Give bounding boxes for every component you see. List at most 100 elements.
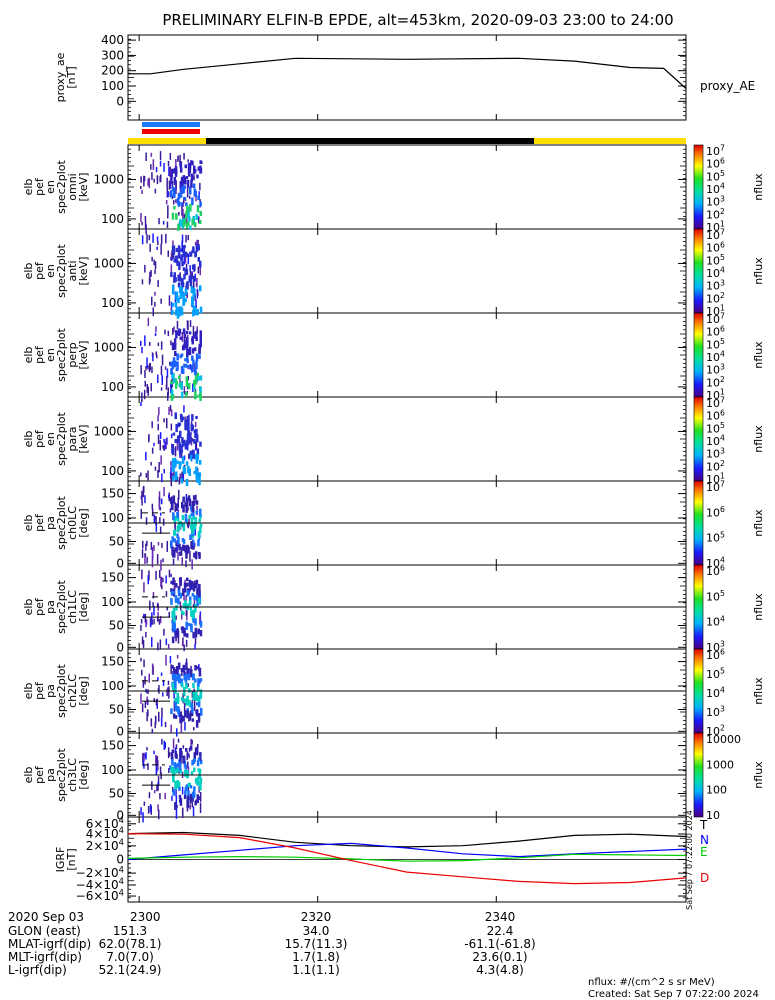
spectrogram-pixel xyxy=(188,600,192,607)
spectrogram-pixel xyxy=(194,529,196,536)
spectrogram-pixel xyxy=(194,627,198,632)
spectrogram-pixel xyxy=(199,375,203,381)
spectrogram-pixel xyxy=(175,330,178,339)
spectrogram-pixel xyxy=(160,298,162,304)
spectrogram-pixel xyxy=(176,512,179,519)
spectrogram-pixel xyxy=(193,700,196,711)
spectrogram-pixel xyxy=(183,196,186,200)
spectrogram-pixel xyxy=(169,765,171,770)
spectrogram-pixel xyxy=(196,505,198,516)
spectrogram-pixel xyxy=(196,205,200,213)
spectrogram-pixel xyxy=(158,500,161,510)
spectrogram-pixel xyxy=(151,447,154,454)
spectrogram-pixel xyxy=(194,367,197,376)
y-tick-label: 1000 xyxy=(93,340,124,354)
spectrogram-pixel xyxy=(160,387,163,391)
spectrogram-pixel xyxy=(166,187,169,198)
spectrogram-pixel xyxy=(198,598,201,604)
spectrogram-pixel xyxy=(180,391,184,399)
y-tick-label: 0 xyxy=(116,808,124,822)
spectrogram-pixel xyxy=(170,168,173,174)
spectrogram-pixel xyxy=(196,277,198,288)
spectrogram-pixel xyxy=(177,223,180,231)
spectrogram-pixel xyxy=(187,495,191,499)
spectrogram-pixel xyxy=(177,435,181,443)
spectrogram-pixel xyxy=(177,375,181,380)
spectrogram-data xyxy=(140,654,203,737)
spectrogram-pixel xyxy=(159,570,161,579)
spectrogram-pixel xyxy=(151,508,154,517)
spectrogram-pixel xyxy=(182,807,184,818)
spectrogram-pixel xyxy=(199,219,202,224)
y-axis-label: omni xyxy=(66,173,79,200)
spectrogram-pixel xyxy=(197,796,200,800)
spectrogram-pixel xyxy=(157,280,159,287)
spectrogram-pixel xyxy=(163,468,165,474)
spectrogram-pixel xyxy=(178,329,182,334)
spectrogram-pixel xyxy=(144,380,146,387)
spectrogram-pixel xyxy=(143,582,145,593)
series-igrf-n-line xyxy=(127,842,687,861)
spectrogram-pixel xyxy=(194,678,197,683)
spectrogram-pixel xyxy=(178,489,180,500)
spectrogram-pixel xyxy=(186,590,189,597)
spectrogram-pixel xyxy=(161,354,164,366)
spectrogram-pixel xyxy=(148,177,150,189)
spectrogram-pixel xyxy=(174,780,177,790)
spectrogram-pixel xyxy=(157,542,160,546)
spectrogram-pixel xyxy=(164,329,166,335)
spectrogram-pixel xyxy=(179,336,182,340)
spectrogram-pixel xyxy=(191,675,195,681)
colorbar-tick-label: 103 xyxy=(706,194,725,208)
spectrogram-pixel xyxy=(167,644,170,650)
spectrogram-pixel xyxy=(195,494,197,504)
spectrogram-pixel xyxy=(181,234,184,243)
spectrogram-pixel xyxy=(142,540,144,549)
spectrogram-pixel xyxy=(167,191,169,198)
spectrogram-pixel xyxy=(198,476,201,486)
spectrogram-pixel xyxy=(170,724,172,733)
spectrogram-pixel xyxy=(190,179,193,188)
spectrogram-pixel xyxy=(185,504,188,513)
y-axis-label: ch3LC xyxy=(66,758,79,792)
spectrogram-pixel xyxy=(169,182,172,189)
spectrogram-pixel xyxy=(159,512,162,516)
y-tick-label: 150 xyxy=(101,571,124,585)
spectrogram-pixel xyxy=(185,609,188,616)
spectrogram-pixel xyxy=(192,309,195,317)
spectrogram-pixel xyxy=(161,738,163,745)
spectrogram-pixel xyxy=(186,337,189,342)
spectrogram-pixel xyxy=(174,686,177,694)
spectrogram-pixel xyxy=(191,539,195,546)
spectrogram-pixel xyxy=(173,613,176,622)
spectrogram-pixel xyxy=(162,558,164,563)
spectrogram-pixel xyxy=(184,288,188,296)
spectrogram-pixel xyxy=(180,202,183,206)
spectrogram-pixel xyxy=(178,286,182,294)
colorbar-tick-label: 1000 xyxy=(706,758,734,771)
spectrogram-pixel xyxy=(188,747,191,752)
spectrogram-pixel xyxy=(167,387,169,396)
colorbar-tick-label: 106 xyxy=(706,505,725,519)
colorbar-tick-label: 105 xyxy=(706,253,725,267)
spectrogram-pixel xyxy=(150,383,152,392)
spectrogram-pixel xyxy=(156,704,158,709)
spectrogram-pixel xyxy=(170,175,173,184)
spectrogram-pixel xyxy=(192,359,195,366)
spectrogram-pixel xyxy=(194,169,197,173)
spectrogram-pixel xyxy=(183,710,187,718)
spectrogram-pixel xyxy=(171,360,175,369)
spectrogram-pixel xyxy=(190,517,194,527)
spectrogram-pixel xyxy=(159,507,162,511)
spectrogram-pixel xyxy=(188,782,191,788)
spectrogram-pixel xyxy=(157,677,159,682)
spectrogram-pixel xyxy=(186,752,190,757)
spectrogram-pixel xyxy=(164,742,166,749)
colorbar-tick-label: 104 xyxy=(706,686,725,700)
spectrogram-pixel xyxy=(199,201,202,207)
spectrogram-pixel xyxy=(147,365,149,370)
spectrogram-pixel xyxy=(171,373,174,379)
spectrogram-pixel xyxy=(194,391,197,400)
spectrogram-pixel xyxy=(180,478,184,484)
